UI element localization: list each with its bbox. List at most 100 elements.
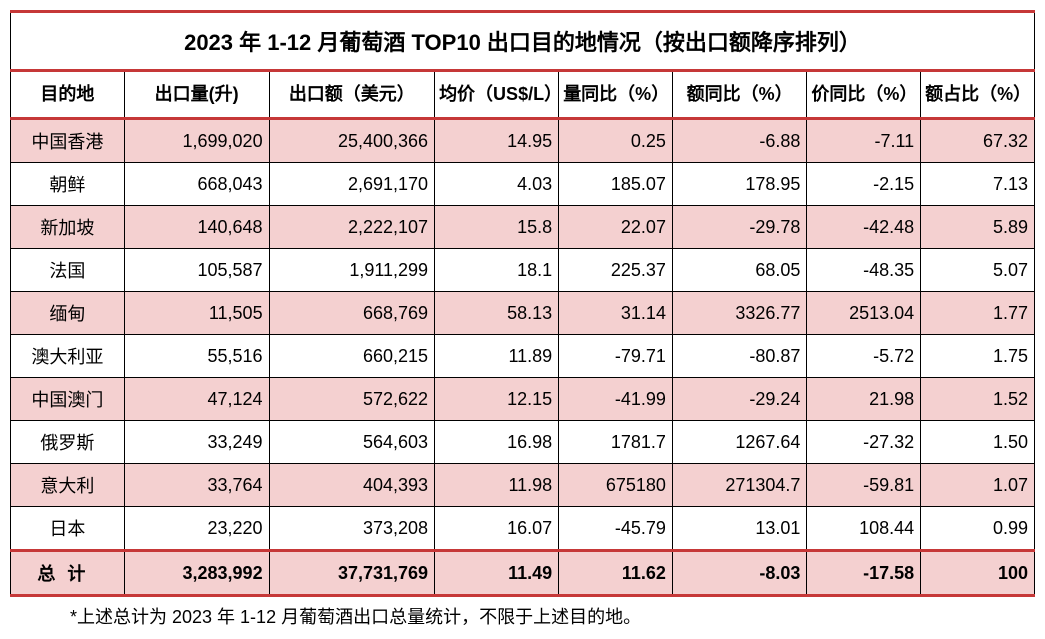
cell-price-yoy: 21.98 xyxy=(807,378,921,421)
header-price-yoy: 价同比（%） xyxy=(807,71,921,119)
cell-destination: 新加坡 xyxy=(11,206,125,249)
cell-destination: 澳大利亚 xyxy=(11,335,125,378)
cell-share: 0.99 xyxy=(921,507,1035,551)
cell-volume: 23,220 xyxy=(124,507,269,551)
cell-qty-yoy: 225.37 xyxy=(559,249,673,292)
cell-price: 4.03 xyxy=(435,163,559,206)
table-row: 俄罗斯33,249564,60316.981781.71267.64-27.32… xyxy=(11,421,1035,464)
table-row: 意大利33,764404,39311.98675180271304.7-59.8… xyxy=(11,464,1035,507)
total-value: 37,731,769 xyxy=(269,551,434,596)
cell-qty-yoy: -79.71 xyxy=(559,335,673,378)
cell-price: 14.95 xyxy=(435,119,559,163)
table-title: 2023 年 1-12 月葡萄酒 TOP10 出口目的地情况（按出口额降序排列） xyxy=(11,12,1035,71)
total-qty-yoy: 11.62 xyxy=(559,551,673,596)
cell-volume: 140,648 xyxy=(124,206,269,249)
cell-qty-yoy: 185.07 xyxy=(559,163,673,206)
cell-val-yoy: -29.24 xyxy=(672,378,806,421)
cell-qty-yoy: -41.99 xyxy=(559,378,673,421)
cell-price-yoy: 108.44 xyxy=(807,507,921,551)
table-row: 中国澳门47,124572,62212.15-41.99-29.2421.981… xyxy=(11,378,1035,421)
table-row: 朝鲜668,0432,691,1704.03185.07178.95-2.157… xyxy=(11,163,1035,206)
cell-price-yoy: -48.35 xyxy=(807,249,921,292)
cell-volume: 105,587 xyxy=(124,249,269,292)
cell-val-yoy: -6.88 xyxy=(672,119,806,163)
table-row: 澳大利亚55,516660,21511.89-79.71-80.87-5.721… xyxy=(11,335,1035,378)
cell-share: 1.75 xyxy=(921,335,1035,378)
cell-price-yoy: -59.81 xyxy=(807,464,921,507)
cell-qty-yoy: 31.14 xyxy=(559,292,673,335)
cell-value: 668,769 xyxy=(269,292,434,335)
cell-val-yoy: 3326.77 xyxy=(672,292,806,335)
cell-price: 16.98 xyxy=(435,421,559,464)
cell-qty-yoy: 1781.7 xyxy=(559,421,673,464)
cell-value: 572,622 xyxy=(269,378,434,421)
table-row: 中国香港1,699,02025,400,36614.950.25-6.88-7.… xyxy=(11,119,1035,163)
cell-qty-yoy: 0.25 xyxy=(559,119,673,163)
table-footnote: *上述总计为 2023 年 1-12 月葡萄酒出口总量统计，不限于上述目的地。 xyxy=(10,603,1035,629)
total-share: 100 xyxy=(921,551,1035,596)
cell-destination: 法国 xyxy=(11,249,125,292)
cell-volume: 33,764 xyxy=(124,464,269,507)
table-row: 日本23,220373,20816.07-45.7913.01108.440.9… xyxy=(11,507,1035,551)
header-price: 均价（US$/L） xyxy=(435,71,559,119)
cell-destination: 日本 xyxy=(11,507,125,551)
cell-qty-yoy: 675180 xyxy=(559,464,673,507)
total-val-yoy: -8.03 xyxy=(672,551,806,596)
cell-price-yoy: -7.11 xyxy=(807,119,921,163)
cell-destination: 缅甸 xyxy=(11,292,125,335)
cell-price: 12.15 xyxy=(435,378,559,421)
table-row: 缅甸11,505668,76958.1331.143326.772513.041… xyxy=(11,292,1035,335)
table-body: 中国香港1,699,02025,400,36614.950.25-6.88-7.… xyxy=(11,119,1035,551)
cell-destination: 朝鲜 xyxy=(11,163,125,206)
export-table-container: 2023 年 1-12 月葡萄酒 TOP10 出口目的地情况（按出口额降序排列）… xyxy=(10,10,1035,629)
cell-share: 7.13 xyxy=(921,163,1035,206)
table-row: 新加坡140,6482,222,10715.822.07-29.78-42.48… xyxy=(11,206,1035,249)
header-value: 出口额（美元） xyxy=(269,71,434,119)
cell-value: 564,603 xyxy=(269,421,434,464)
cell-price: 15.8 xyxy=(435,206,559,249)
cell-val-yoy: 13.01 xyxy=(672,507,806,551)
cell-share: 5.07 xyxy=(921,249,1035,292)
cell-share: 1.07 xyxy=(921,464,1035,507)
cell-share: 1.77 xyxy=(921,292,1035,335)
cell-val-yoy: -80.87 xyxy=(672,335,806,378)
cell-price: 16.07 xyxy=(435,507,559,551)
export-table: 2023 年 1-12 月葡萄酒 TOP10 出口目的地情况（按出口额降序排列）… xyxy=(10,10,1035,597)
cell-destination: 中国澳门 xyxy=(11,378,125,421)
cell-price-yoy: -42.48 xyxy=(807,206,921,249)
cell-price-yoy: -5.72 xyxy=(807,335,921,378)
header-qty-yoy: 量同比（%） xyxy=(559,71,673,119)
cell-destination: 俄罗斯 xyxy=(11,421,125,464)
header-volume: 出口量(升) xyxy=(124,71,269,119)
total-price: 11.49 xyxy=(435,551,559,596)
cell-share: 67.32 xyxy=(921,119,1035,163)
cell-volume: 11,505 xyxy=(124,292,269,335)
cell-price: 58.13 xyxy=(435,292,559,335)
cell-volume: 668,043 xyxy=(124,163,269,206)
cell-destination: 中国香港 xyxy=(11,119,125,163)
cell-share: 1.50 xyxy=(921,421,1035,464)
cell-value: 25,400,366 xyxy=(269,119,434,163)
cell-val-yoy: -29.78 xyxy=(672,206,806,249)
cell-qty-yoy: -45.79 xyxy=(559,507,673,551)
cell-val-yoy: 271304.7 xyxy=(672,464,806,507)
cell-share: 5.89 xyxy=(921,206,1035,249)
cell-value: 404,393 xyxy=(269,464,434,507)
cell-val-yoy: 178.95 xyxy=(672,163,806,206)
cell-value: 1,911,299 xyxy=(269,249,434,292)
header-destination: 目的地 xyxy=(11,71,125,119)
cell-price: 11.89 xyxy=(435,335,559,378)
cell-price-yoy: -27.32 xyxy=(807,421,921,464)
total-volume: 3,283,992 xyxy=(124,551,269,596)
table-total-row: 总计 3,283,992 37,731,769 11.49 11.62 -8.0… xyxy=(11,551,1035,596)
cell-value: 2,691,170 xyxy=(269,163,434,206)
cell-share: 1.52 xyxy=(921,378,1035,421)
cell-volume: 33,249 xyxy=(124,421,269,464)
cell-volume: 47,124 xyxy=(124,378,269,421)
cell-value: 373,208 xyxy=(269,507,434,551)
cell-qty-yoy: 22.07 xyxy=(559,206,673,249)
cell-volume: 55,516 xyxy=(124,335,269,378)
cell-value: 660,215 xyxy=(269,335,434,378)
cell-destination: 意大利 xyxy=(11,464,125,507)
table-title-row: 2023 年 1-12 月葡萄酒 TOP10 出口目的地情况（按出口额降序排列） xyxy=(11,12,1035,71)
